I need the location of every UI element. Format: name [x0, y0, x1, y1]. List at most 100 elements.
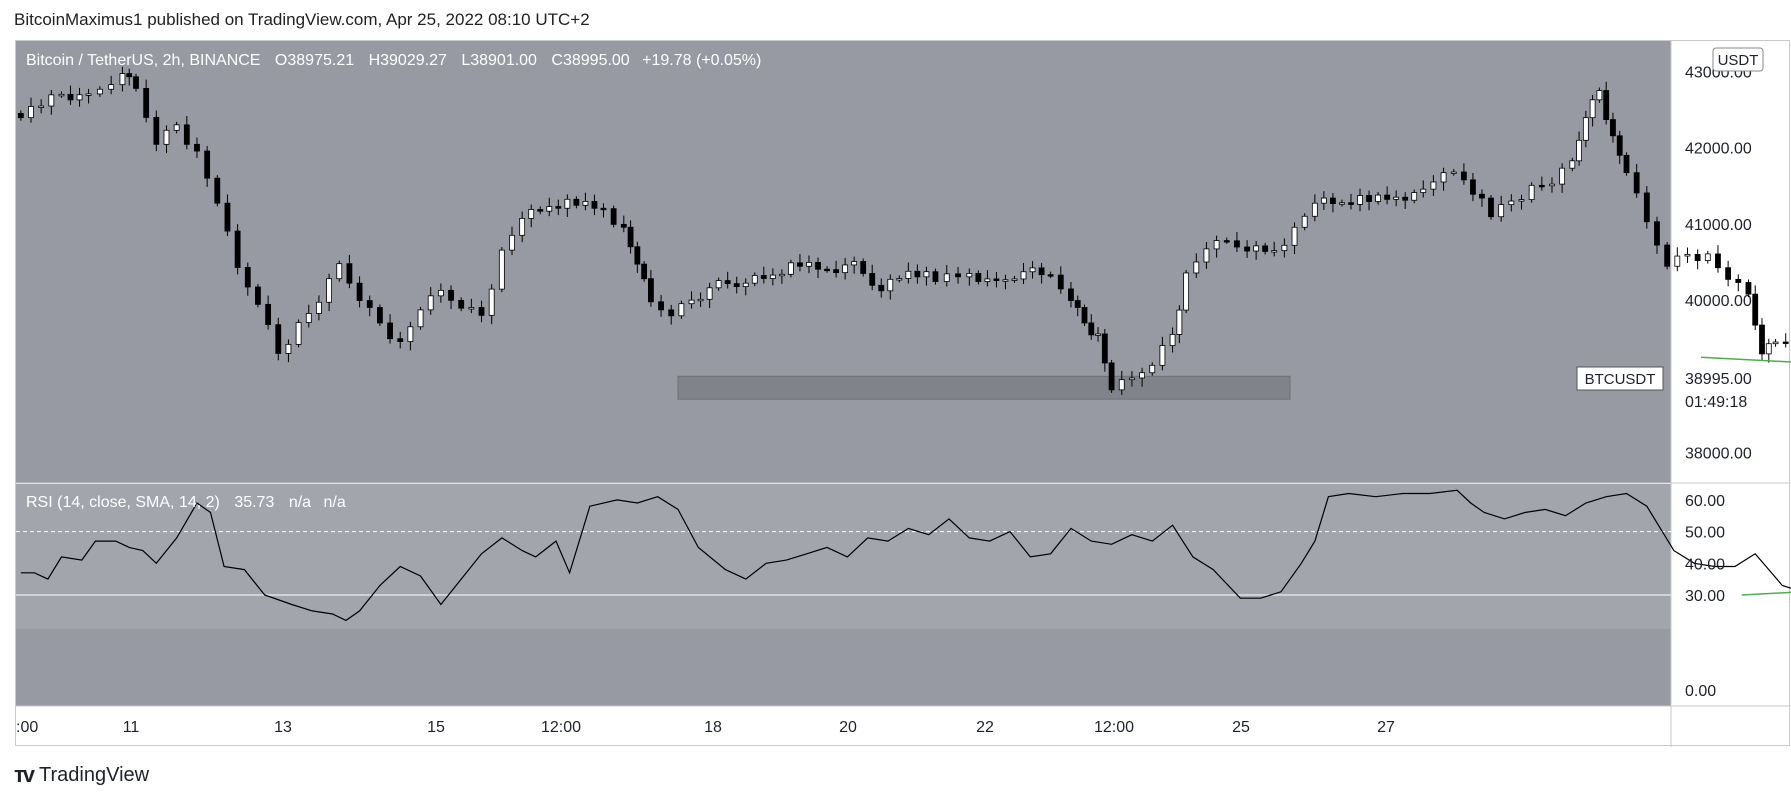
candle-body	[564, 198, 571, 209]
rsi-path	[20, 489, 1791, 622]
candle-body	[1488, 197, 1494, 218]
candle-body	[966, 273, 973, 278]
candle-body	[1684, 253, 1691, 257]
candle-body	[1384, 194, 1391, 200]
candle-body	[1589, 99, 1596, 119]
time-tick-10: 27	[1377, 719, 1395, 736]
candle-body	[1704, 253, 1711, 261]
close-label: C	[551, 52, 563, 69]
candle-body	[706, 287, 713, 300]
candle-body	[1291, 226, 1298, 246]
chart-svg[interactable]: 43000.0042000.0041000.0040000.0038000.00…	[16, 41, 1791, 747]
time-tick-7: 22	[976, 719, 994, 736]
candle-body	[943, 273, 950, 282]
candle-body	[1366, 195, 1372, 202]
candlesticks	[17, 66, 1789, 395]
candle-body	[194, 143, 200, 152]
candle-body	[537, 209, 544, 212]
candle-body	[1596, 90, 1603, 101]
candle-body	[275, 324, 282, 354]
candle-body	[85, 93, 92, 96]
candle-body	[760, 275, 767, 279]
candle-body	[407, 326, 414, 342]
candle-body	[96, 88, 103, 95]
time-axis-ticks[interactable]: :00 11 13 15 12:00 18 20 22 12:00 25 27	[16, 719, 1395, 736]
footer-brand[interactable]: ᴛᴠ TradingView	[14, 762, 149, 788]
price-tick-1: 42000.00	[1685, 141, 1752, 158]
rsi-legend[interactable]: RSI (14, close, SMA, 14, 2) 35.73 n/a n/…	[26, 494, 346, 511]
candle-body	[1470, 179, 1476, 195]
candle-body	[1440, 172, 1447, 183]
rsi-legend-label: RSI (14, close, SMA, 14, 2)	[26, 494, 220, 511]
candle-body	[1002, 279, 1009, 282]
candle-body	[366, 300, 373, 308]
candle-body	[641, 263, 648, 280]
candle-body	[1674, 255, 1681, 267]
high-value: 39029.27	[380, 52, 447, 69]
candle-body	[1528, 184, 1535, 200]
candle-body	[914, 270, 921, 278]
rsi-tick-2: 40.00	[1685, 556, 1725, 573]
candle-body	[153, 117, 160, 145]
rsi-tick-0: 60.00	[1685, 493, 1725, 510]
candle-body	[1074, 300, 1081, 308]
candle-body	[658, 301, 664, 311]
candle-body	[427, 295, 434, 311]
candle-body	[183, 124, 190, 145]
candle-body	[1616, 135, 1623, 156]
candle-body	[751, 275, 758, 284]
candle-body	[478, 307, 485, 316]
candle-body	[1725, 267, 1732, 280]
candle-body	[1139, 372, 1145, 379]
candle-body	[1633, 172, 1640, 194]
candle-body	[573, 198, 580, 206]
chart-container[interactable]: 43000.00 42000.00 41000.00 40000.00 38000.00…	[15, 40, 1791, 747]
symbol-legend[interactable]: Bitcoin / TetherUS, 2h, BINANCE O38975.2…	[26, 52, 761, 69]
candle-body	[1765, 343, 1772, 355]
candle-body	[648, 278, 654, 303]
candle-body	[244, 267, 251, 288]
candle-body	[1782, 341, 1789, 344]
candle-body	[697, 298, 704, 302]
candle-body	[555, 206, 562, 209]
candle-body	[488, 288, 495, 316]
candle-body	[788, 262, 794, 275]
time-tick-6: 20	[839, 719, 857, 736]
time-tick-8: 12:00	[1094, 719, 1134, 736]
candle-body	[498, 249, 505, 290]
candle-body	[1402, 196, 1409, 201]
time-tick-9: 25	[1232, 719, 1250, 736]
price-tag-symbol: BTCUSDT	[1585, 371, 1656, 388]
candle-body	[851, 261, 858, 266]
candle-body	[1159, 345, 1166, 366]
candle-body	[975, 273, 982, 282]
price-tag: BTCUSDT 38995.00 01:49:18	[1576, 366, 1769, 413]
candle-body	[1311, 202, 1318, 217]
candle-body	[1088, 322, 1095, 336]
candle-body	[1610, 119, 1616, 137]
price-trendline-segment	[1700, 356, 1791, 363]
candle-body	[1357, 195, 1363, 205]
candle-body	[1068, 288, 1074, 301]
candle-body	[1320, 197, 1327, 204]
candle-body	[1411, 192, 1418, 201]
candle-body	[346, 263, 353, 284]
candle-body	[1603, 90, 1610, 120]
currency-badge[interactable]: USDT	[1712, 47, 1764, 72]
rsi-na-1: n/a	[289, 494, 311, 511]
candle-body	[173, 124, 180, 131]
candle-body	[448, 289, 454, 301]
candle-body	[1569, 160, 1576, 169]
candle-body	[1582, 117, 1589, 141]
candle-body	[1095, 333, 1101, 336]
rsi-tick-1: 50.00	[1685, 525, 1725, 542]
candle-body	[1752, 293, 1759, 326]
candle-body	[1253, 245, 1260, 252]
candle-body	[1623, 154, 1630, 174]
candle-body	[993, 278, 1000, 281]
candle-body	[1244, 246, 1250, 252]
candle-body	[546, 206, 553, 212]
price-pane[interactable]	[16, 41, 1671, 483]
rsi-axis-ticks[interactable]: 60.00 50.00 40.00 30.00 0.00	[1685, 493, 1725, 700]
